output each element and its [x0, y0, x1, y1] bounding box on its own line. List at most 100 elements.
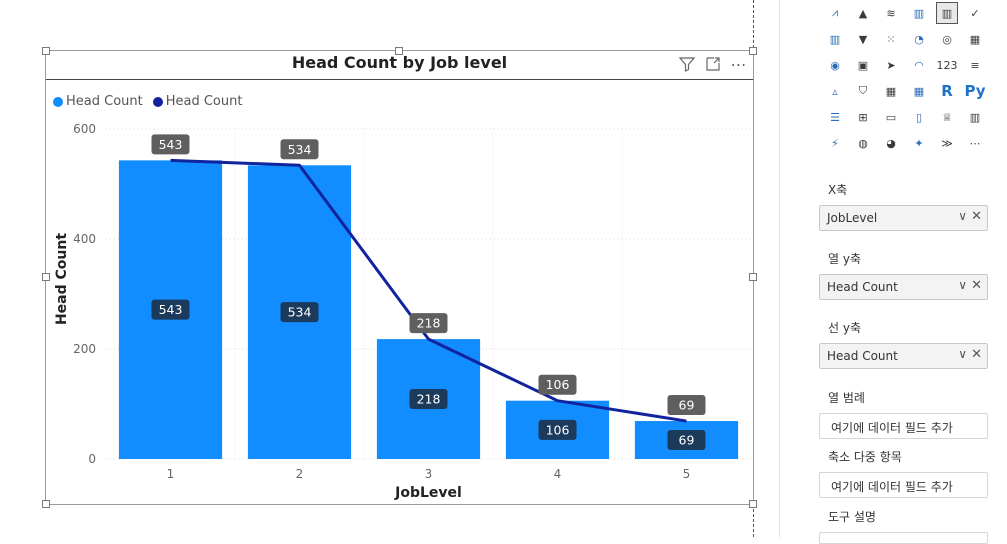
field-well-dropzone[interactable]: 여기에 데이터 필드 추가 — [819, 472, 988, 498]
y-tick-label: 200 — [73, 342, 96, 356]
data-label: 534 — [288, 142, 312, 157]
data-label: 543 — [159, 137, 183, 152]
power-automate-icon[interactable]: ✦ — [914, 136, 924, 150]
area-chart-icon[interactable]: ▲ — [858, 6, 868, 20]
slicer-icon[interactable]: ⛉ — [858, 84, 868, 97]
field-name: Head Count — [827, 280, 898, 294]
key-influencers-icon[interactable]: ☰ — [830, 110, 840, 124]
x-axis-title: JobLevel — [394, 485, 462, 501]
series-line — [170, 158, 687, 423]
data-label-bg — [667, 430, 706, 451]
y-axis-title: Head Count — [54, 233, 70, 325]
paginated-report-icon[interactable]: ▥ — [969, 110, 981, 124]
line-clustered-column-icon[interactable]: ▥ — [913, 6, 925, 20]
data-label-bg — [409, 313, 448, 334]
more-visuals-icon[interactable]: ⋯ — [969, 136, 981, 150]
resize-handle[interactable] — [42, 273, 50, 281]
smart-narrative-icon[interactable]: ▯ — [915, 110, 923, 124]
data-label: 218 — [417, 392, 441, 407]
resize-handle[interactable] — [42, 500, 50, 508]
resize-handle[interactable] — [749, 500, 757, 508]
metrics-icon[interactable]: ♕ — [942, 110, 952, 124]
chevron-down-icon[interactable]: ∨ — [958, 278, 967, 292]
data-label: 106 — [546, 377, 570, 392]
ribbon-chart-icon[interactable]: ✓ — [970, 6, 980, 20]
resize-handle[interactable] — [749, 273, 757, 281]
x-tick-label: 3 — [425, 467, 433, 481]
field-name: JobLevel — [827, 211, 878, 225]
close-icon[interactable]: ✕ — [971, 209, 982, 224]
power-apps-icon[interactable]: ⚡ — [831, 136, 839, 150]
close-icon[interactable]: ✕ — [971, 278, 982, 293]
chevrons-icon[interactable]: ≫ — [941, 136, 953, 150]
data-label-bg — [280, 302, 319, 323]
data-label-bg — [667, 395, 706, 416]
chevron-down-icon[interactable]: ∨ — [958, 347, 967, 361]
card-icon[interactable]: 123 — [936, 58, 958, 72]
r-visual-icon[interactable]: R — [941, 82, 953, 100]
data-label: 69 — [679, 433, 695, 448]
map-icon[interactable]: ◉ — [830, 58, 840, 72]
visual-header-actions: ⋯ — [677, 54, 749, 74]
table-icon[interactable]: ▦ — [885, 84, 897, 98]
donut-chart-icon[interactable]: ◎ — [942, 32, 952, 46]
data-label: 543 — [159, 302, 183, 317]
filter-icon[interactable] — [677, 55, 697, 73]
field-well-value[interactable]: JobLevel ∨ ✕ — [819, 205, 988, 231]
well-label: 열 범례 — [828, 391, 865, 405]
kpi-icon[interactable]: ▵ — [832, 84, 838, 98]
visualizations-pane: ⩘ ▲ ≋ ▥ ▥ ✓ ▥ ▼ ⁙ ◔ ◎ ▦ ◉ ▣ ➤ ◠ 123 ≡ ▵ ⛉ ▦ ▦ R Py ☰ ⊞ ▭ ▯ ♕ ▥ ⚡ ◍ ◕ ✦ ≫ ⋯ … — [812, 0, 1007, 544]
resize-handle[interactable] — [749, 47, 757, 55]
multi-row-card-icon[interactable]: ≡ — [970, 58, 980, 72]
qa-icon[interactable]: ▭ — [885, 110, 897, 124]
field-well-dropzone[interactable] — [819, 532, 988, 544]
x-tick-label: 1 — [167, 467, 175, 481]
scatter-chart-icon[interactable]: ⁙ — [886, 32, 896, 46]
resize-handle[interactable] — [42, 47, 50, 55]
matrix-icon[interactable]: ▦ — [913, 84, 925, 98]
chart-legend: Head Count Head Count — [53, 94, 242, 109]
decomposition-tree-icon[interactable]: ⊞ — [858, 110, 868, 124]
data-label: 534 — [288, 305, 312, 320]
globe-icon[interactable]: ◕ — [886, 136, 896, 150]
more-options-icon[interactable]: ⋯ — [730, 54, 748, 74]
x-tick-label: 5 — [683, 467, 691, 481]
dropzone-placeholder: 여기에 데이터 필드 추가 — [831, 480, 953, 494]
azure-map-icon[interactable]: ➤ — [886, 58, 896, 72]
legend-item-line[interactable]: Head Count — [152, 94, 243, 109]
stacked-area-icon[interactable]: ≋ — [886, 6, 896, 20]
combo-chart-visual[interactable]: Head Count by Job level ⋯ Head Count Hea… — [42, 47, 757, 508]
resize-handle[interactable] — [395, 47, 403, 55]
well-label: 열 y축 — [828, 252, 861, 266]
chevron-down-icon[interactable]: ∨ — [958, 209, 967, 223]
line-stacked-column-icon[interactable]: ▥ — [936, 2, 958, 24]
arcgis-icon[interactable]: ◍ — [858, 136, 868, 150]
data-label-bg — [151, 299, 190, 320]
filled-map-icon[interactable]: ▣ — [857, 58, 869, 72]
dropzone-placeholder: 여기에 데이터 필드 추가 — [831, 421, 953, 435]
funnel-chart-icon[interactable]: ▼ — [858, 32, 868, 46]
x-tick-label: 2 — [296, 467, 304, 481]
well-label: 도구 설명 — [828, 510, 876, 524]
title-underline — [46, 79, 753, 80]
focus-mode-icon[interactable] — [703, 55, 723, 73]
field-well-value[interactable]: Head Count ∨ ✕ — [819, 274, 988, 300]
pie-chart-icon[interactable]: ◔ — [914, 32, 924, 46]
line-chart-icon[interactable]: ⩘ — [831, 6, 839, 19]
data-label-bg — [409, 389, 448, 410]
data-label-bg — [151, 134, 190, 155]
close-icon[interactable]: ✕ — [971, 347, 982, 362]
field-well-value[interactable]: Head Count ∨ ✕ — [819, 343, 988, 369]
waterfall-chart-icon[interactable]: ▥ — [829, 32, 841, 46]
visual-type-gallery: ⩘ ▲ ≋ ▥ ▥ ✓ ▥ ▼ ⁙ ◔ ◎ ▦ ◉ ▣ ➤ ◠ 123 ≡ ▵ ⛉ ▦ ▦ R Py ☰ ⊞ ▭ ▯ ♕ ▥ ⚡ ◍ ◕ ✦ ≫ ⋯ — [824, 2, 988, 154]
x-tick-label: 4 — [554, 467, 562, 481]
data-label: 218 — [417, 316, 441, 331]
python-visual-icon[interactable]: Py — [964, 82, 986, 100]
legend-label: Head Count — [165, 94, 243, 109]
legend-item-column[interactable]: Head Count — [53, 94, 143, 109]
field-well-dropzone[interactable]: 여기에 데이터 필드 추가 — [819, 413, 988, 439]
legend-swatch — [152, 96, 163, 107]
treemap-icon[interactable]: ▦ — [969, 32, 981, 46]
gauge-icon[interactable]: ◠ — [914, 58, 924, 72]
